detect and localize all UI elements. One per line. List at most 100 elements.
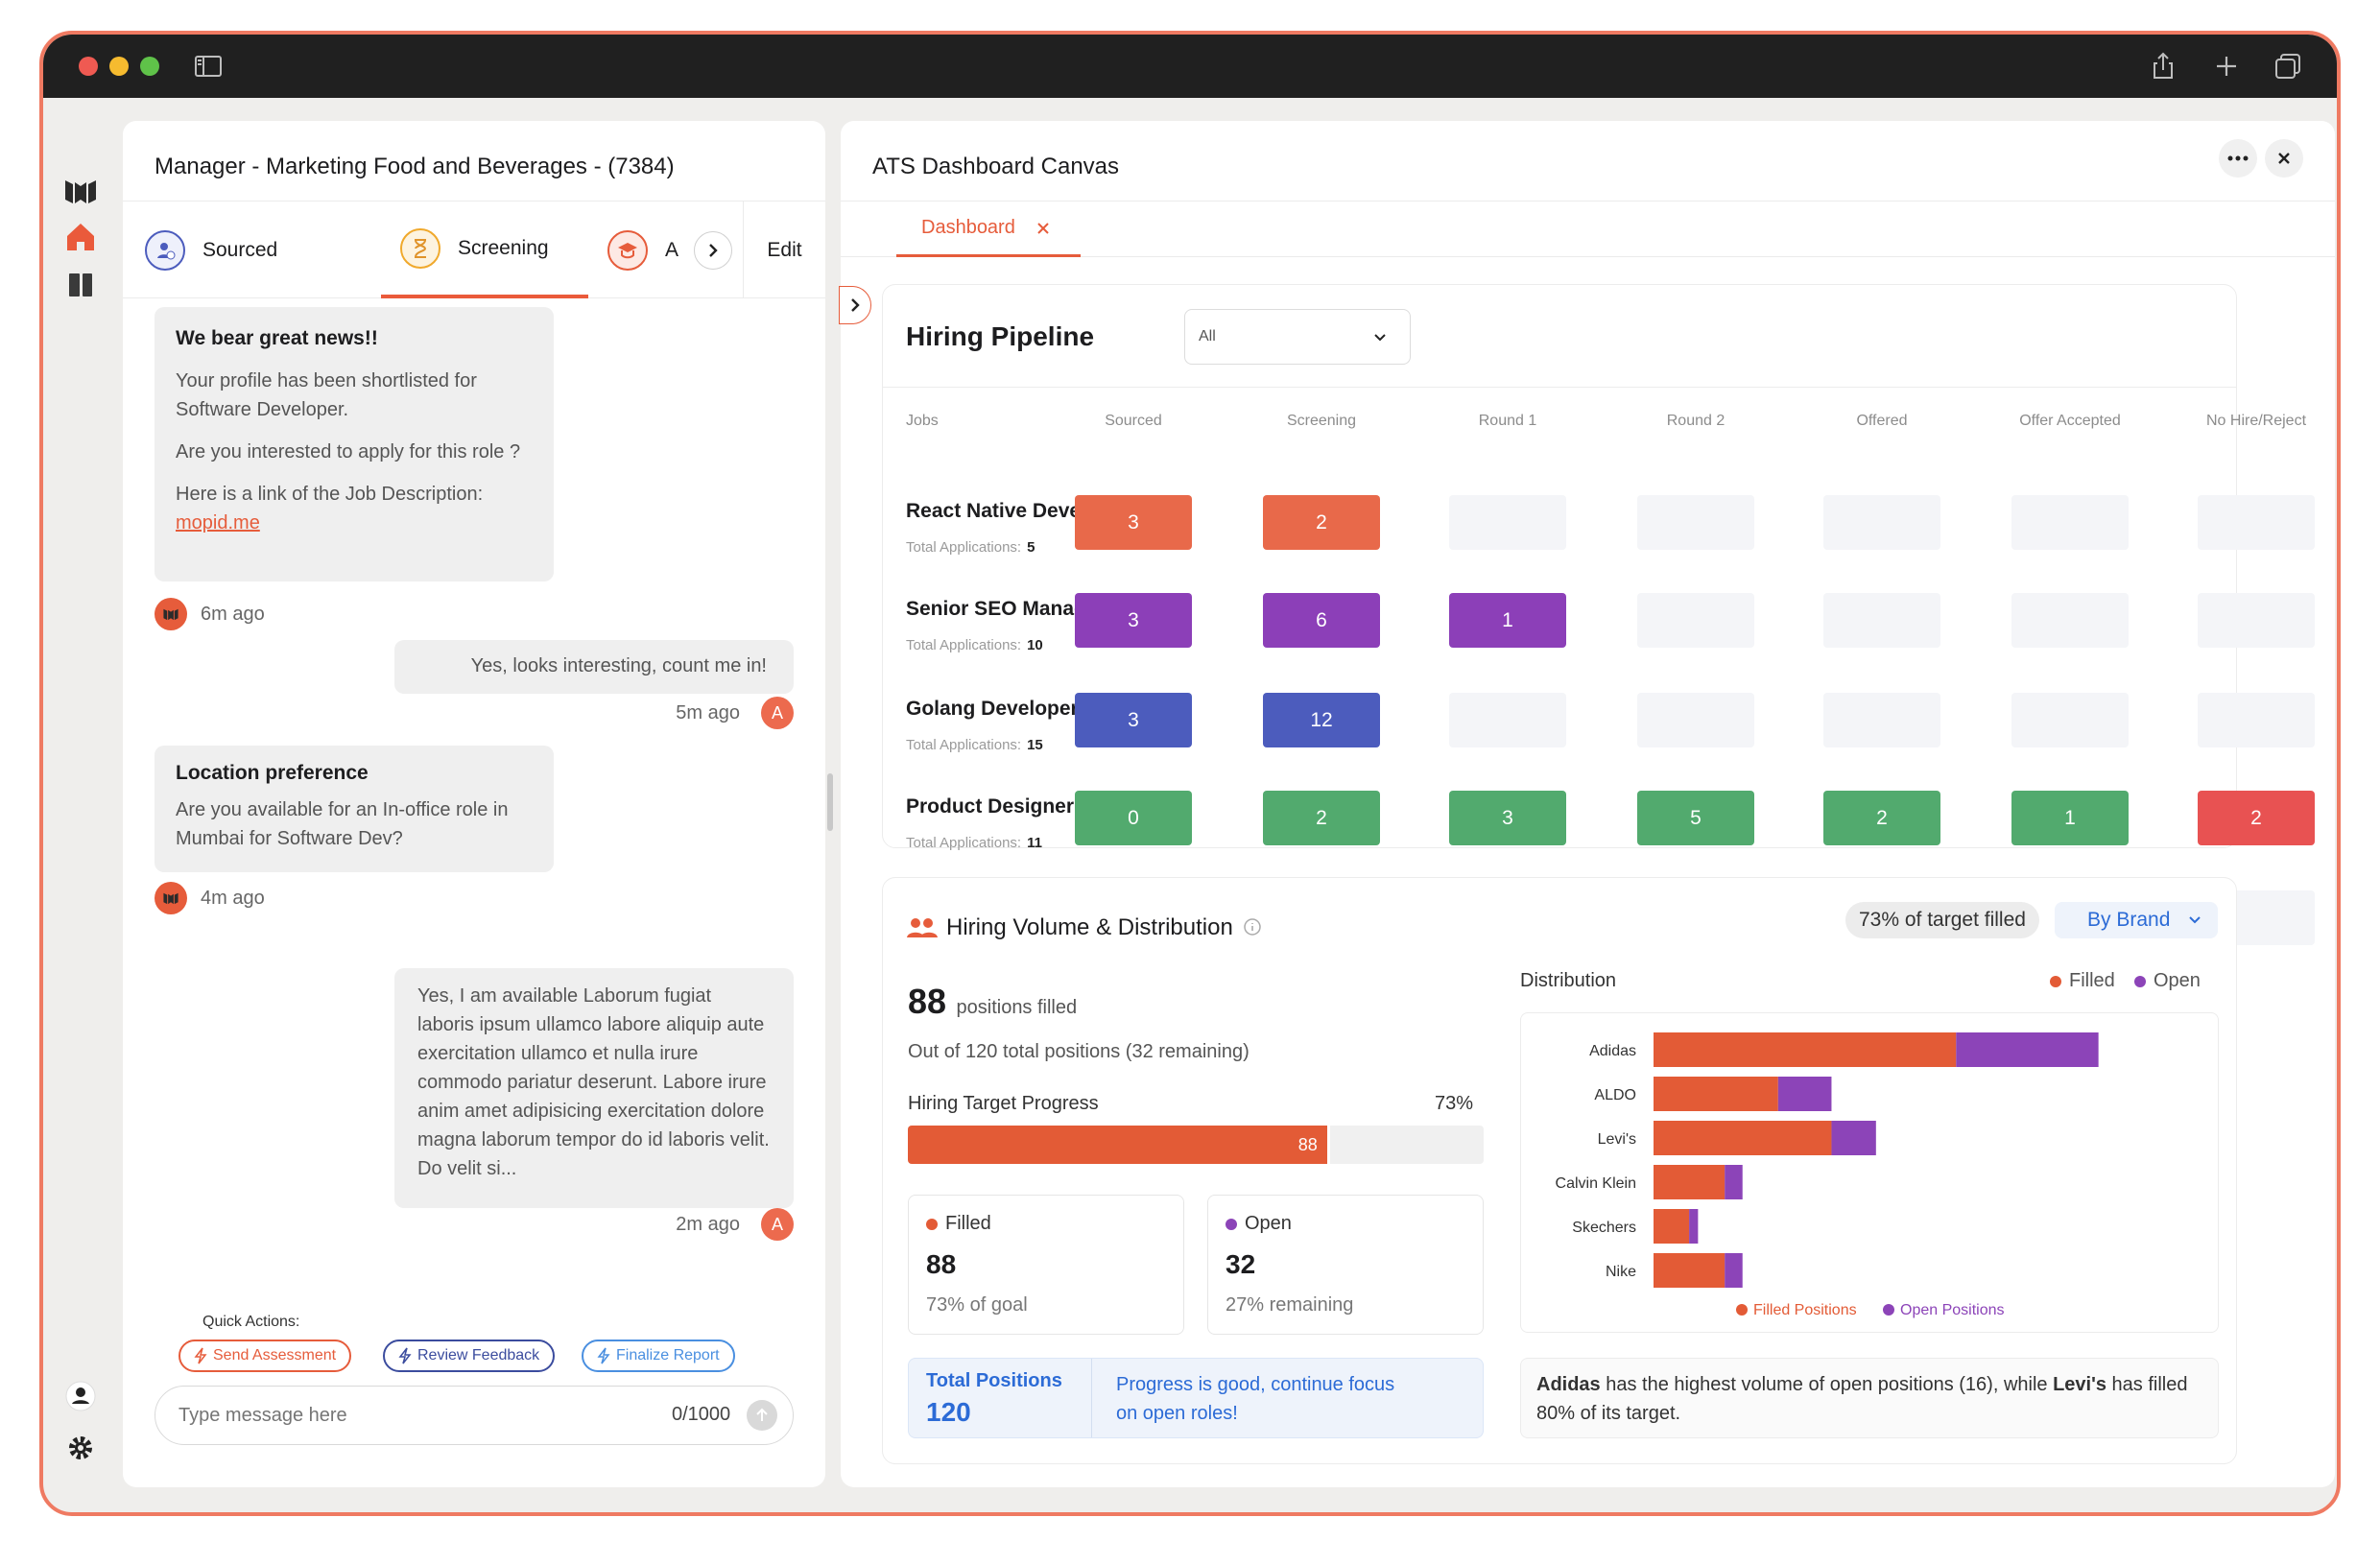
new-tab-icon[interactable]	[2211, 51, 2242, 82]
chevron-down-icon	[1374, 334, 1386, 342]
finalize-report-button[interactable]: Finalize Report	[582, 1340, 735, 1372]
filled-bar[interactable]	[1654, 1077, 1778, 1111]
button-label: Finalize Report	[616, 1347, 720, 1363]
send-assessment-button[interactable]: Send Assessment	[178, 1340, 352, 1372]
legend-label: Filled Positions	[1753, 1302, 1857, 1318]
job-description-link[interactable]: mopid.me	[176, 512, 260, 534]
info-icon[interactable]	[1243, 917, 1262, 937]
close-tab-icon[interactable]	[1036, 222, 1050, 235]
job-name[interactable]: React Native Developer	[906, 500, 1130, 522]
group-by-select[interactable]: By Brand	[2055, 902, 2218, 938]
open-bar[interactable]	[1831, 1121, 1876, 1155]
share-icon[interactable]	[2148, 51, 2178, 82]
open-bar[interactable]	[1689, 1209, 1699, 1244]
tab-assessment[interactable]: A	[588, 202, 694, 298]
tabs-overview-icon[interactable]	[2273, 51, 2303, 82]
character-counter: 0/1000	[672, 1404, 731, 1425]
user-message: Yes, I am available Laborum fugiat labor…	[394, 968, 794, 1208]
pipeline-cell[interactable]: 3	[1075, 693, 1192, 747]
button-label: Review Feedback	[417, 1347, 540, 1363]
pipeline-cell[interactable]: 5	[1637, 791, 1754, 845]
pipeline-cell[interactable]: 0	[1075, 791, 1192, 845]
pipeline-cell[interactable]: 2	[1823, 791, 1940, 845]
profile-icon[interactable]	[62, 1378, 99, 1414]
send-button[interactable]	[747, 1400, 777, 1431]
message-title: Location preference	[176, 762, 369, 784]
tab-dashboard[interactable]: Dashboard	[896, 202, 1081, 257]
pipeline-cell[interactable]: 3	[1075, 593, 1192, 648]
filled-dot-icon	[926, 1218, 938, 1230]
user-avatar: A	[761, 697, 794, 729]
pipeline-cell[interactable]: 1	[2011, 791, 2129, 845]
brand-logo-icon[interactable]	[62, 173, 99, 209]
distribution-insight: Adidas has the highest volume of open po…	[1520, 1358, 2219, 1438]
column-header-jobs: Jobs	[906, 413, 939, 429]
pipeline-title: Hiring Pipeline	[906, 321, 1095, 351]
open-bar[interactable]	[1777, 1077, 1832, 1111]
total-label: Total Applications:	[906, 835, 1022, 851]
tab-sourced[interactable]: Sourced	[145, 202, 381, 298]
job-name[interactable]: Product Designer	[906, 795, 1075, 818]
more-options-button[interactable]	[2219, 139, 2257, 178]
library-icon[interactable]	[62, 267, 99, 303]
pipeline-cell[interactable]: 6	[1263, 593, 1380, 648]
filled-bar[interactable]	[1654, 1209, 1690, 1244]
side-navigation	[43, 98, 120, 1512]
home-icon[interactable]	[62, 219, 99, 255]
panel-resize-handle[interactable]	[827, 773, 833, 831]
filled-bar[interactable]	[1654, 1121, 1832, 1155]
message-paragraph: Are you available for an In-office role …	[176, 799, 509, 849]
open-bar[interactable]	[1956, 1032, 2099, 1067]
open-bar[interactable]	[1725, 1165, 1743, 1199]
hourglass-icon	[400, 227, 440, 269]
settings-icon[interactable]	[62, 1430, 99, 1466]
job-total-applications: Total Applications: 11	[906, 835, 1042, 851]
message-input[interactable]	[178, 1402, 639, 1429]
filled-bar[interactable]	[1654, 1253, 1726, 1288]
pipeline-cell[interactable]: 2	[1263, 791, 1380, 845]
job-name[interactable]: Golang Developer	[906, 698, 1079, 720]
tab-screening[interactable]: Screening	[381, 202, 588, 298]
pipeline-cell[interactable]: 3	[1449, 791, 1566, 845]
filled-stat-value: 88	[926, 1249, 957, 1279]
pipeline-filter-select[interactable]: All	[1184, 309, 1411, 365]
chevron-down-icon	[2189, 916, 2201, 924]
job-name[interactable]: Senior SEO Manager	[906, 598, 1106, 620]
close-window-button[interactable]	[79, 57, 98, 76]
pipeline-cell[interactable]: 3	[1075, 495, 1192, 550]
canvas-tabs: Dashboard	[841, 201, 2335, 257]
tabs-next-button[interactable]	[694, 231, 732, 270]
message-paragraph: Here is a link of the Job Description: m…	[176, 480, 533, 537]
pipeline-cell	[1449, 693, 1566, 747]
open-stat-value: 32	[1226, 1249, 1256, 1279]
filled-bar[interactable]	[1654, 1032, 1957, 1067]
volume-title-text: Hiring Volume & Distribution	[946, 914, 1233, 940]
edit-tab[interactable]: Edit	[743, 202, 825, 298]
maximize-window-button[interactable]	[140, 57, 159, 76]
column-header-stage: No Hire/Reject	[2205, 413, 2307, 429]
message-paragraph: Your profile has been shortlisted for So…	[176, 370, 477, 420]
category-label: Nike	[1606, 1264, 1636, 1280]
open-bar[interactable]	[1725, 1253, 1743, 1288]
timestamp: 2m ago	[676, 1213, 740, 1235]
dashboard-canvas: ATS Dashboard Canvas Dashboard Hiring Pi…	[839, 121, 2335, 1487]
pipeline-cell[interactable]: 2	[2198, 791, 2315, 845]
progress-label: Hiring Target Progress	[908, 1093, 1099, 1114]
progress-fill: 88	[908, 1126, 1330, 1164]
pipeline-cell	[1637, 495, 1754, 550]
close-canvas-button[interactable]	[2265, 139, 2303, 178]
review-feedback-button[interactable]: Review Feedback	[383, 1340, 556, 1372]
filled-bar[interactable]	[1654, 1165, 1726, 1199]
user-plus-icon	[145, 229, 185, 271]
sidebar-toggle-icon[interactable]	[193, 51, 224, 82]
pipeline-cell[interactable]: 2	[1263, 495, 1380, 550]
pipeline-cell[interactable]: 1	[1449, 593, 1566, 648]
pipeline-cell[interactable]: 12	[1263, 693, 1380, 747]
category-label: Levi's	[1598, 1131, 1636, 1148]
expand-panel-button[interactable]	[839, 286, 871, 324]
distribution-chart: Adidas ALDO Levi's Calvin Klein Skechers Nike…	[1556, 1032, 2099, 1318]
message-text: Here is a link of the Job Description:	[176, 484, 484, 505]
progress-status-text: Progress is good, continue focus on open…	[1116, 1374, 1395, 1424]
hiring-progress-bar: 88	[908, 1126, 1484, 1164]
minimize-window-button[interactable]	[109, 57, 129, 76]
